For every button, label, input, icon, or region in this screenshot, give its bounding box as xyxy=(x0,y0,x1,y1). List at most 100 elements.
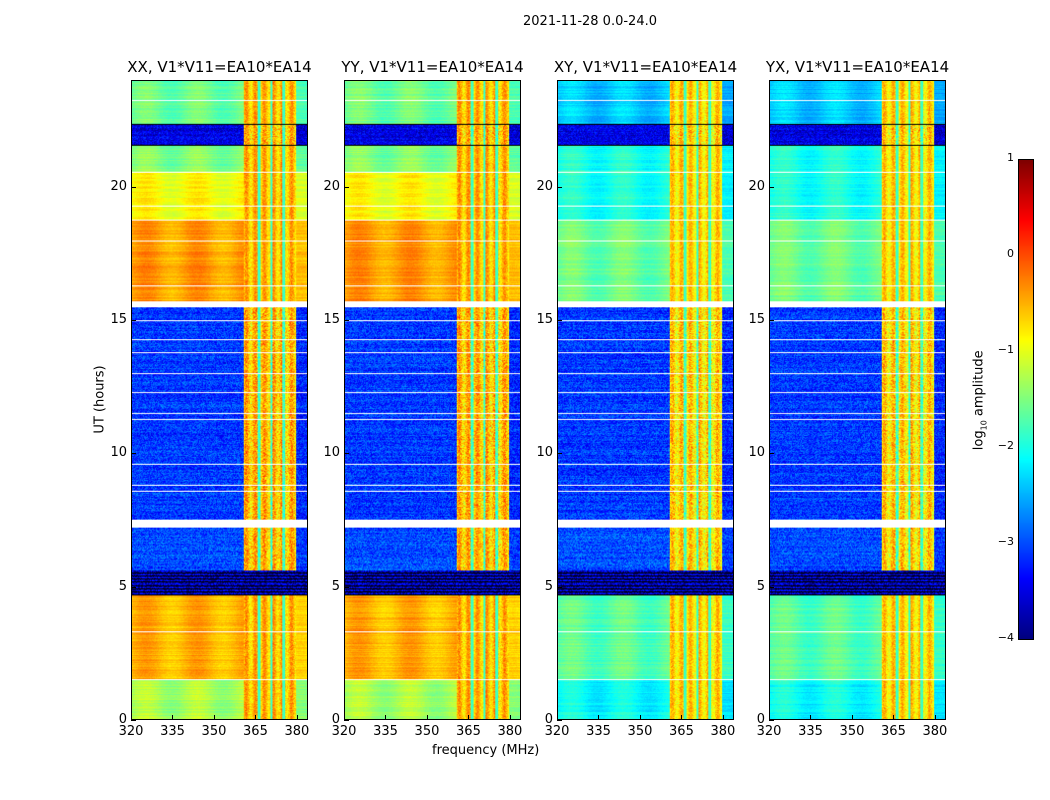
x-tick-label: 335 xyxy=(586,724,611,739)
heatmap-panel-xy xyxy=(557,80,734,720)
x-tick-label: 365 xyxy=(456,724,481,739)
y-tick-label: 0 xyxy=(756,712,765,727)
x-tick-mark xyxy=(810,715,812,720)
heatmap-canvas xyxy=(345,81,520,719)
heatmap-canvas xyxy=(770,81,945,719)
colorbar-tick-label: 1 xyxy=(1007,151,1014,164)
y-tick-label: 10 xyxy=(748,445,765,461)
y-tick-mark xyxy=(557,186,562,188)
panel-title: YX, V1*V11=EA10*EA14 xyxy=(765,58,950,76)
colorbar-tick-label: −3 xyxy=(997,535,1014,548)
y-tick-mark xyxy=(557,453,562,455)
y-tick-label: 0 xyxy=(118,712,127,727)
panel-title: XY, V1*V11=EA10*EA14 xyxy=(553,58,738,76)
y-tick-mark xyxy=(131,186,136,188)
y-tick-mark xyxy=(769,186,774,188)
y-tick-label: 10 xyxy=(110,445,127,461)
x-tick-label: 365 xyxy=(881,724,906,739)
x-tick-label: 320 xyxy=(118,724,144,739)
y-axis-label: UT (hours) xyxy=(92,365,108,434)
y-tick-label: 10 xyxy=(536,445,553,461)
x-tick-label: 335 xyxy=(373,724,398,739)
heatmap-panel-xx xyxy=(131,80,308,720)
heatmap-canvas xyxy=(558,81,733,719)
x-tick-label: 380 xyxy=(284,724,310,739)
x-tick-mark xyxy=(598,715,600,720)
x-tick-mark xyxy=(468,715,470,720)
x-tick-mark xyxy=(255,715,257,720)
y-tick-label: 15 xyxy=(110,312,127,327)
x-tick-mark xyxy=(131,715,132,720)
y-tick-mark xyxy=(769,320,774,321)
y-tick-label: 15 xyxy=(536,312,553,327)
x-tick-mark xyxy=(344,715,345,720)
x-tick-label: 335 xyxy=(160,724,185,739)
y-tick-label: 0 xyxy=(331,712,340,727)
y-tick-mark xyxy=(131,586,136,588)
colorbar-tick-label: −2 xyxy=(997,439,1014,452)
heatmap-canvas xyxy=(132,81,307,719)
x-tick-label: 320 xyxy=(756,724,782,739)
x-tick-label: 320 xyxy=(544,724,570,739)
x-tick-mark xyxy=(681,715,683,720)
x-tick-mark xyxy=(509,715,511,720)
y-tick-label: 20 xyxy=(748,178,765,194)
heatmap-panel-yx xyxy=(769,80,946,720)
x-tick-mark xyxy=(213,715,215,720)
x-tick-label: 350 xyxy=(414,724,440,739)
x-tick-label: 320 xyxy=(331,724,357,739)
y-tick-label: 5 xyxy=(756,578,765,594)
x-tick-label: 350 xyxy=(201,724,227,739)
y-tick-mark xyxy=(344,186,349,188)
y-tick-mark xyxy=(557,586,562,588)
x-tick-mark xyxy=(426,715,428,720)
y-tick-label: 5 xyxy=(118,578,127,594)
y-tick-label: 15 xyxy=(748,312,765,327)
y-tick-mark xyxy=(131,453,136,455)
y-tick-label: 20 xyxy=(536,178,553,194)
y-tick-mark xyxy=(344,320,349,321)
y-tick-mark xyxy=(769,586,774,588)
colorbar xyxy=(1018,159,1034,640)
x-tick-label: 380 xyxy=(710,724,736,739)
y-tick-mark xyxy=(344,453,349,455)
y-tick-mark xyxy=(769,720,774,721)
y-tick-label: 20 xyxy=(323,178,340,194)
panel-title: YY, V1*V11=EA10*EA14 xyxy=(341,58,524,76)
x-tick-mark xyxy=(639,715,641,720)
x-tick-label: 365 xyxy=(243,724,268,739)
y-tick-mark xyxy=(344,586,349,588)
y-tick-label: 20 xyxy=(110,178,127,194)
y-tick-label: 0 xyxy=(544,712,553,727)
figure-title: 2021-11-28 0.0-24.0 xyxy=(523,14,657,29)
x-tick-mark xyxy=(769,715,770,720)
x-tick-mark xyxy=(296,715,298,720)
x-tick-label: 335 xyxy=(798,724,823,739)
colorbar-tick-label: −4 xyxy=(997,631,1014,644)
y-tick-label: 5 xyxy=(544,578,553,594)
x-tick-mark xyxy=(934,715,936,720)
x-tick-mark xyxy=(557,715,558,720)
colorbar-tick-label: 0 xyxy=(1007,247,1014,260)
x-tick-mark xyxy=(172,715,174,720)
y-tick-mark xyxy=(769,453,774,455)
y-tick-mark xyxy=(131,320,136,321)
heatmap-panel-yy xyxy=(344,80,521,720)
x-tick-label: 380 xyxy=(497,724,523,739)
x-tick-label: 365 xyxy=(669,724,694,739)
x-axis-label: frequency (MHz) xyxy=(432,743,540,758)
x-tick-mark xyxy=(385,715,387,720)
x-tick-label: 350 xyxy=(627,724,653,739)
y-tick-mark xyxy=(344,720,349,721)
x-tick-label: 380 xyxy=(922,724,948,739)
y-tick-label: 5 xyxy=(331,578,340,594)
y-tick-mark xyxy=(557,320,562,321)
y-tick-label: 10 xyxy=(323,445,340,461)
y-tick-mark xyxy=(131,720,136,721)
y-tick-mark xyxy=(557,720,562,721)
x-tick-mark xyxy=(893,715,895,720)
colorbar-tick-label: −1 xyxy=(997,343,1014,356)
y-tick-label: 15 xyxy=(323,312,340,327)
panel-title: XX, V1*V11=EA10*EA14 xyxy=(127,58,312,76)
